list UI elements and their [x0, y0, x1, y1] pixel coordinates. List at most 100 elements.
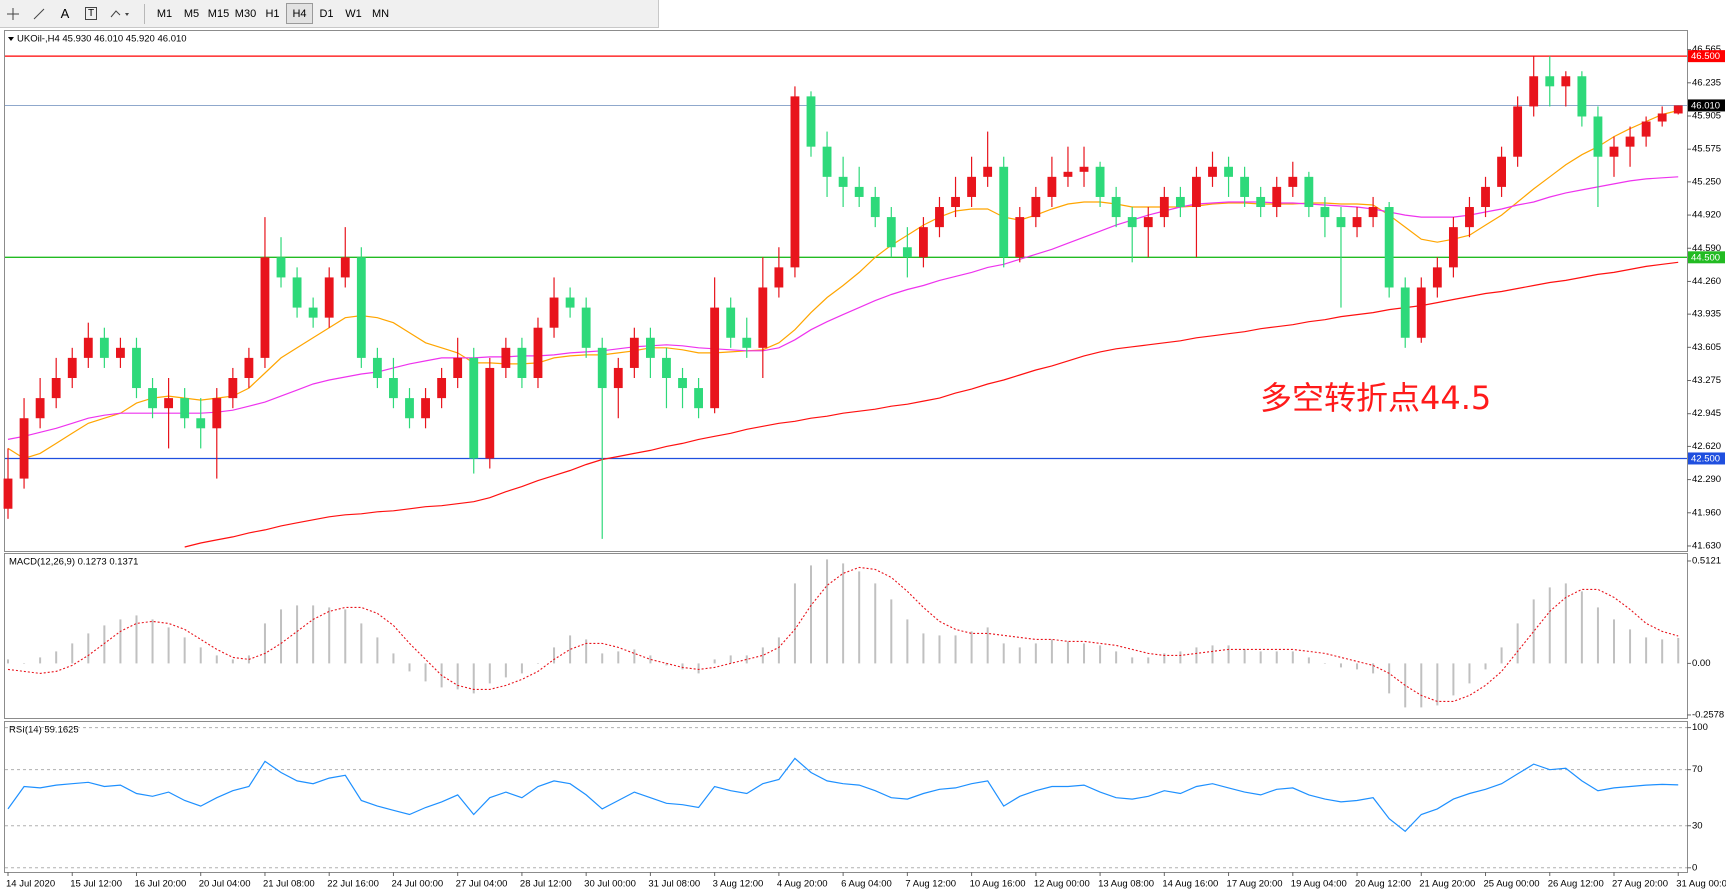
candle-body — [340, 257, 350, 278]
x-tick-label: 14 Jul 2020 — [6, 879, 55, 890]
candle-body — [228, 378, 238, 399]
histogram-bar — [536, 663, 539, 664]
candle-body — [324, 277, 334, 318]
histogram-bar — [408, 663, 411, 672]
histogram-bar — [1516, 623, 1519, 664]
histogram-bar — [1452, 663, 1455, 696]
candle-body — [662, 357, 671, 379]
histogram-bar — [986, 627, 989, 664]
y-tick-label: 41.960 — [1692, 507, 1721, 518]
histogram-bar — [344, 609, 347, 664]
candle-body — [501, 347, 511, 368]
histogram-bar — [842, 563, 845, 664]
histogram-bar — [1163, 653, 1166, 664]
x-tick-label: 28 Jul 12:00 — [520, 879, 572, 890]
candle-body — [421, 398, 430, 419]
candle-body — [983, 166, 993, 177]
histogram-bar — [151, 619, 154, 664]
candle-body — [1175, 196, 1185, 208]
candle-body — [790, 96, 800, 268]
histogram-bar — [633, 649, 636, 664]
candle-body — [1079, 166, 1089, 172]
y-tick-label: 43.935 — [1692, 309, 1721, 320]
timeframe-button[interactable]: D1 — [319, 7, 334, 20]
histogram-bar — [1147, 657, 1150, 664]
candle-body — [1641, 121, 1651, 137]
crosshair-tool[interactable] — [0, 3, 26, 24]
candle-body — [67, 357, 77, 379]
histogram-bar — [456, 663, 459, 690]
candle-body — [1336, 217, 1346, 228]
candle-body — [35, 398, 45, 419]
panel-title: UKOil-,H4 45.930 46.010 45.920 46.010 — [17, 34, 187, 45]
timeframe-button[interactable]: W1 — [345, 7, 362, 20]
candle-body — [1497, 156, 1506, 187]
y-tick-label: 42.620 — [1692, 441, 1721, 452]
candle-body — [838, 176, 848, 187]
candle-body — [549, 297, 559, 328]
histogram-bar — [1034, 643, 1037, 664]
histogram-bar — [1532, 599, 1535, 664]
candle-body — [292, 277, 302, 308]
x-tick-label: 4 Aug 20:00 — [777, 879, 828, 890]
candle-body — [710, 307, 720, 409]
label-tool[interactable]: T — [78, 3, 104, 24]
line-tool[interactable] — [26, 3, 52, 24]
candle-body — [1368, 207, 1378, 218]
histogram-bar — [312, 605, 315, 664]
candle-body — [935, 207, 944, 228]
histogram-bar — [810, 565, 812, 664]
timeframe-button[interactable]: MN — [371, 7, 390, 20]
histogram-bar — [135, 615, 138, 664]
histogram-bar — [71, 643, 74, 664]
main-panel — [4, 30, 1688, 552]
candle-body — [694, 388, 703, 409]
timeframe-button[interactable]: H1 — [265, 7, 280, 20]
level-label: 46.500 — [1691, 51, 1720, 62]
x-tick-label: 30 Jul 00:00 — [584, 879, 636, 890]
annotation: 多空转折点44.5 — [1260, 379, 1491, 417]
candle-body — [116, 347, 125, 358]
histogram-bar — [649, 655, 652, 664]
candle-body — [886, 217, 896, 248]
histogram-bar — [231, 659, 234, 664]
candle-body — [1593, 116, 1603, 157]
timeframe-button[interactable]: M30 — [234, 7, 257, 20]
indicator-line — [7, 109, 1679, 460]
histogram-bar — [922, 633, 925, 664]
toolbar: A T M1 M5 M15 M30 H1 H4 D1 W1 MN — [0, 0, 659, 28]
timeframe-button[interactable]: H4 — [286, 3, 313, 24]
candle-body — [1095, 166, 1105, 197]
histogram-bar — [1259, 651, 1262, 664]
x-tick-label: 12 Aug 00:00 — [1034, 879, 1090, 890]
histogram-bar — [954, 635, 957, 664]
histogram-bar — [263, 623, 266, 664]
candle-body — [1625, 136, 1635, 147]
histogram-bar — [874, 583, 877, 664]
candle-body — [1673, 105, 1683, 114]
candle-body — [1384, 207, 1394, 288]
panel-title: RSI(14) 59.1625 — [9, 725, 79, 736]
candle-body — [951, 196, 960, 208]
text-tool[interactable]: A — [60, 6, 70, 21]
candle-body — [1561, 76, 1571, 87]
shapes-menu[interactable] — [104, 3, 138, 24]
histogram-bar — [713, 659, 716, 664]
histogram-bar — [1291, 651, 1294, 664]
timeframe-button[interactable]: M5 — [183, 7, 200, 20]
candle-body — [372, 357, 382, 379]
candle-body — [1224, 166, 1233, 177]
x-tick-label: 14 Aug 16:00 — [1162, 879, 1218, 890]
timeframe-button[interactable]: M1 — [156, 7, 173, 20]
candle-body — [758, 287, 768, 348]
x-tick-label: 20 Jul 04:00 — [199, 879, 251, 890]
x-tick-label: 15 Jul 12:00 — [70, 879, 122, 890]
y-tick-label: -0.2578 — [1692, 709, 1724, 720]
y-tick-label: 46.235 — [1692, 77, 1721, 88]
y-tick-label: 70 — [1692, 764, 1703, 775]
timeframe-button[interactable]: M15 — [207, 7, 230, 20]
y-tick-label: 44.260 — [1692, 276, 1721, 287]
indicator-line — [184, 261, 1679, 548]
histogram-bar — [617, 651, 620, 664]
histogram-bar — [328, 607, 331, 664]
